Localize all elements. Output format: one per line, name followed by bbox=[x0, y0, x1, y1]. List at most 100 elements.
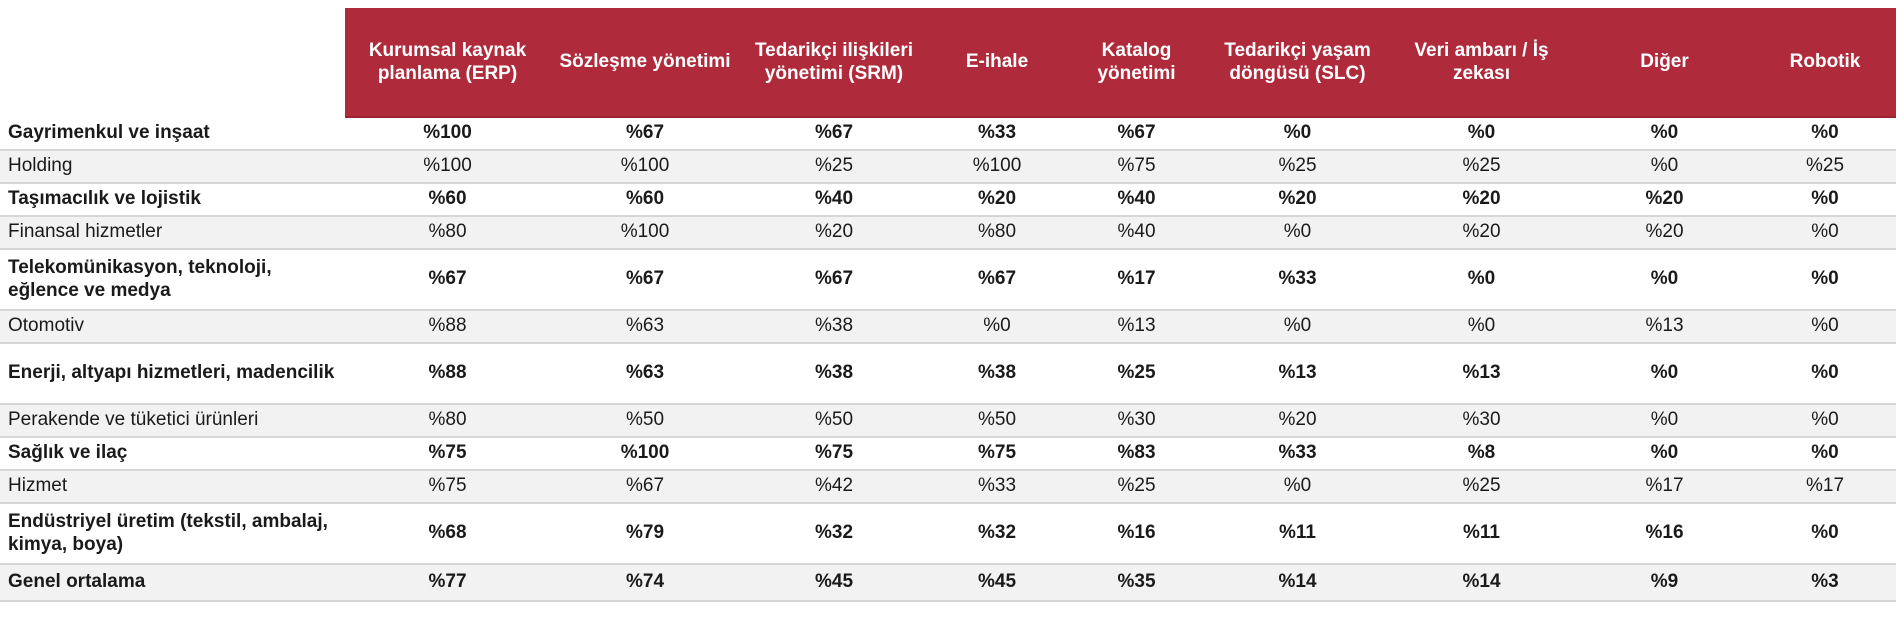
value-cell: %80 bbox=[345, 215, 550, 249]
value-cell: %11 bbox=[1388, 502, 1575, 564]
row-label: Genel ortalama bbox=[0, 563, 345, 602]
value-cell: %25 bbox=[740, 149, 928, 183]
value-cell: %100 bbox=[345, 149, 550, 183]
value-cell: %17 bbox=[1575, 469, 1754, 503]
row-label: Sağlık ve ilaç bbox=[0, 436, 345, 470]
value-cell: %20 bbox=[1207, 182, 1388, 216]
value-cell: %88 bbox=[345, 309, 550, 343]
table-row: Taşımacılık ve lojistik %60 %60 %40 %20 %40 %2… bbox=[0, 182, 1896, 216]
value-cell: %67 bbox=[928, 248, 1066, 310]
value-cell: %0 bbox=[1754, 342, 1896, 404]
table-row: Genel ortalama %77 %74 %45 %45 %35 %14 %14 %9 %3 bbox=[0, 563, 1896, 602]
row-label: Perakende ve tüketici ürünleri bbox=[0, 403, 345, 437]
table-row: Enerji, altyapı hizmetleri, madencilik %8… bbox=[0, 342, 1896, 404]
value-cell: %79 bbox=[550, 502, 740, 564]
value-cell: %35 bbox=[1066, 563, 1207, 602]
value-cell: %40 bbox=[740, 182, 928, 216]
value-cell: %32 bbox=[740, 502, 928, 564]
value-cell: %67 bbox=[740, 248, 928, 310]
value-cell: %67 bbox=[550, 469, 740, 503]
table-row: Telekomünikasyon, teknoloji, eğlence ve … bbox=[0, 248, 1896, 310]
value-cell: %40 bbox=[1066, 182, 1207, 216]
value-cell: %75 bbox=[928, 436, 1066, 470]
value-cell: %9 bbox=[1575, 563, 1754, 602]
row-label: Telekomünikasyon, teknoloji, eğlence ve … bbox=[0, 248, 345, 310]
value-cell: %83 bbox=[1066, 436, 1207, 470]
corner-cell bbox=[0, 0, 345, 118]
value-cell: %0 bbox=[1754, 215, 1896, 249]
value-cell: %11 bbox=[1207, 502, 1388, 564]
value-cell: %100 bbox=[928, 149, 1066, 183]
column-header: Katalog yönetimi bbox=[1066, 0, 1207, 118]
value-cell: %20 bbox=[740, 215, 928, 249]
value-cell: %0 bbox=[1388, 116, 1575, 150]
value-cell: %0 bbox=[1575, 403, 1754, 437]
value-cell: %20 bbox=[1575, 182, 1754, 216]
value-cell: %25 bbox=[1388, 469, 1575, 503]
table-row: Otomotiv %88 %63 %38 %0 %13 %0 %0 %13 %0 bbox=[0, 309, 1896, 343]
value-cell: %75 bbox=[345, 469, 550, 503]
table-body: Gayrimenkul ve inşaat %100 %67 %67 %33 %67 %0%… bbox=[0, 116, 1896, 602]
value-cell: %45 bbox=[740, 563, 928, 602]
value-cell: %67 bbox=[550, 248, 740, 310]
value-cell: %100 bbox=[550, 215, 740, 249]
table-row: Sağlık ve ilaç %75 %100 %75 %75 %83 %33 %8 %0 %0 bbox=[0, 436, 1896, 470]
value-cell: %13 bbox=[1207, 342, 1388, 404]
column-header: E-ihale bbox=[928, 0, 1066, 118]
value-cell: %74 bbox=[550, 563, 740, 602]
value-cell: %25 bbox=[1066, 469, 1207, 503]
value-cell: %17 bbox=[1754, 469, 1896, 503]
row-label: Otomotiv bbox=[0, 309, 345, 343]
column-header: Diğer bbox=[1575, 0, 1754, 118]
value-cell: %75 bbox=[1066, 149, 1207, 183]
value-cell: %0 bbox=[1754, 502, 1896, 564]
table-row: Endüstriyel üretim (tekstil, ambalaj, ki… bbox=[0, 502, 1896, 564]
row-label: Endüstriyel üretim (tekstil, ambalaj, ki… bbox=[0, 502, 345, 564]
row-label: Holding bbox=[0, 149, 345, 183]
value-cell: %0 bbox=[1754, 309, 1896, 343]
value-cell: %33 bbox=[928, 469, 1066, 503]
value-cell: %63 bbox=[550, 342, 740, 404]
row-label: Gayrimenkul ve inşaat bbox=[0, 116, 345, 150]
value-cell: %25 bbox=[1388, 149, 1575, 183]
value-cell: %16 bbox=[1066, 502, 1207, 564]
value-cell: %68 bbox=[345, 502, 550, 564]
value-cell: %75 bbox=[345, 436, 550, 470]
value-cell: %0 bbox=[1575, 116, 1754, 150]
value-cell: %13 bbox=[1575, 309, 1754, 343]
value-cell: %40 bbox=[1066, 215, 1207, 249]
value-cell: %30 bbox=[1066, 403, 1207, 437]
table-row: Perakende ve tüketici ürünleri %80 %50 %50%… bbox=[0, 403, 1896, 437]
value-cell: %100 bbox=[345, 116, 550, 150]
value-cell: %67 bbox=[740, 116, 928, 150]
value-cell: %16 bbox=[1575, 502, 1754, 564]
value-cell: %20 bbox=[1388, 215, 1575, 249]
value-cell: %38 bbox=[740, 309, 928, 343]
table-row: Gayrimenkul ve inşaat %100 %67 %67 %33 %67 %0%… bbox=[0, 116, 1896, 150]
column-header: Tedarikçi yaşam döngüsü (SLC) bbox=[1207, 0, 1388, 118]
value-cell: %20 bbox=[928, 182, 1066, 216]
value-cell: %0 bbox=[1754, 248, 1896, 310]
value-cell: %77 bbox=[345, 563, 550, 602]
value-cell: %20 bbox=[1207, 403, 1388, 437]
value-cell: %45 bbox=[928, 563, 1066, 602]
value-cell: %0 bbox=[1575, 248, 1754, 310]
value-cell: %0 bbox=[1207, 469, 1388, 503]
value-cell: %42 bbox=[740, 469, 928, 503]
value-cell: %0 bbox=[928, 309, 1066, 343]
table-header: Kurumsal kaynak planlama (ERP) Sözleşme y… bbox=[0, 0, 1896, 118]
column-header: Veri ambarı / İş zekası bbox=[1388, 0, 1575, 118]
value-cell: %0 bbox=[1207, 116, 1388, 150]
value-cell: %33 bbox=[928, 116, 1066, 150]
column-header: Tedarikçi ilişkileri yönetimi (SRM) bbox=[740, 0, 928, 118]
value-cell: %67 bbox=[550, 116, 740, 150]
value-cell: %0 bbox=[1388, 248, 1575, 310]
value-cell: %80 bbox=[928, 215, 1066, 249]
row-label: Taşımacılık ve lojistik bbox=[0, 182, 345, 216]
header-row: Kurumsal kaynak planlama (ERP) Sözleşme y… bbox=[0, 0, 1896, 118]
value-cell: %25 bbox=[1754, 149, 1896, 183]
table-row: Holding %100 %100 %25 %100 %75 %25 %25 %0 %25 bbox=[0, 149, 1896, 183]
value-cell: %0 bbox=[1754, 403, 1896, 437]
column-header: Sözleşme yönetimi bbox=[550, 0, 740, 118]
value-cell: %0 bbox=[1754, 182, 1896, 216]
